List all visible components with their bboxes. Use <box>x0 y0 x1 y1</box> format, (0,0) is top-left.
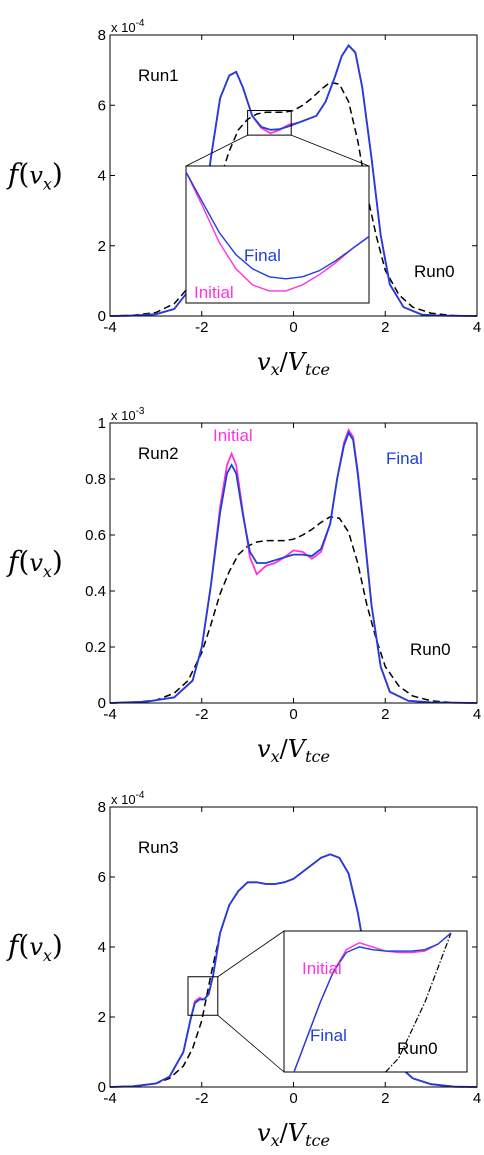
axis-exponent: x 10-3 <box>111 406 145 423</box>
axis-exponent: x 10-4 <box>111 18 145 35</box>
y-tick-label: 1 <box>98 415 106 432</box>
y-tick-label: 0 <box>98 1079 106 1096</box>
y-tick-label: 4 <box>98 168 106 185</box>
annotation-initial: Initial <box>302 959 342 978</box>
x-tick-label: 0 <box>289 706 297 723</box>
panel-label: Run3 <box>138 838 179 857</box>
x-tick-label: 2 <box>381 706 389 723</box>
y-axis-label: f(vx) <box>6 158 63 194</box>
x-tick-label: -2 <box>195 319 208 336</box>
x-tick-label: 2 <box>381 319 389 336</box>
y-tick-label: 0 <box>98 308 106 325</box>
plot-frame <box>109 806 478 1088</box>
x-tick-label: -4 <box>103 706 116 723</box>
x-tick-label: 2 <box>381 1090 389 1107</box>
y-tick-label: 4 <box>98 939 106 956</box>
panel-label: Run1 <box>138 66 179 85</box>
y-tick-label: 0.2 <box>85 639 106 656</box>
y-axis-label: f(vx) <box>6 545 63 581</box>
axis-exponent: x 10-4 <box>111 790 145 807</box>
inset-series-final <box>185 171 370 280</box>
annotation-run0: Run0 <box>397 1039 438 1058</box>
inset-frame <box>283 930 468 1073</box>
annotation-final: Final <box>310 1026 347 1045</box>
y-tick-label: 8 <box>98 27 106 44</box>
x-tick-label: 4 <box>473 1090 481 1107</box>
zoom-connector <box>185 134 248 167</box>
annotation-initial: Initial <box>194 283 234 302</box>
x-tick-label: -2 <box>195 1090 208 1107</box>
y-tick-label: 6 <box>98 869 106 886</box>
y-tick-label: 2 <box>98 1009 106 1026</box>
x-axis-label: vx/Vtce <box>257 348 330 379</box>
inset-series-initial <box>185 171 370 292</box>
y-tick-label: 0.6 <box>85 527 106 544</box>
y-tick-label: 0.8 <box>85 471 106 488</box>
x-tick-label: -4 <box>103 319 116 336</box>
x-tick-label: -4 <box>103 1090 116 1107</box>
y-axis-label: f(vx) <box>6 929 63 965</box>
x-axis-label: vx/Vtce <box>257 735 330 766</box>
series-initial <box>109 427 478 704</box>
series-final <box>109 430 478 704</box>
x-tick-label: 4 <box>473 706 481 723</box>
y-tick-label: 0 <box>98 695 106 712</box>
inset-series-final <box>293 932 452 1073</box>
series-run0 <box>109 516 478 704</box>
y-tick-label: 6 <box>98 97 106 114</box>
annotation-final: Final <box>386 449 423 468</box>
x-tick-label: 0 <box>289 1090 297 1107</box>
x-tick-label: 0 <box>289 319 297 336</box>
panel-label: Run2 <box>138 444 179 463</box>
inset-frame <box>185 165 370 304</box>
annotation-run0: Run0 <box>414 262 455 281</box>
x-tick-label: -2 <box>195 706 208 723</box>
plot-frame <box>109 422 478 704</box>
y-tick-label: 2 <box>98 238 106 255</box>
annotation-initial: Initial <box>213 426 253 445</box>
annotation-run0: Run0 <box>410 640 451 659</box>
panel-1: -4 -2 0 2 4 0 2 4 6 8 x 10-4 Run1 vx/Vtce f(vx) Final I… <box>6 18 481 379</box>
panel-3: -4 -2 0 2 4 0 2 4 6 8 x 10-4 Run3 vx/Vtce f(vx) Initia… <box>6 790 481 1150</box>
annotation-final: Final <box>244 246 281 265</box>
zoom-connector <box>217 930 285 978</box>
zoom-connector <box>217 1014 285 1073</box>
inset-series-run0 <box>385 932 452 1073</box>
zoom-box <box>187 976 219 1016</box>
zoom-box <box>247 110 292 136</box>
x-tick-label: 4 <box>473 319 481 336</box>
x-axis-label: vx/Vtce <box>257 1119 330 1150</box>
y-tick-label: 8 <box>98 799 106 816</box>
plot-frame <box>109 34 478 317</box>
zoom-connector <box>291 134 370 167</box>
panel-2: -4 -2 0 2 4 0 0.2 0.4 0.6 0.8 1 x 10-3 Run2 vx/Vtce f(… <box>6 406 481 766</box>
y-tick-label: 0.4 <box>85 583 106 600</box>
